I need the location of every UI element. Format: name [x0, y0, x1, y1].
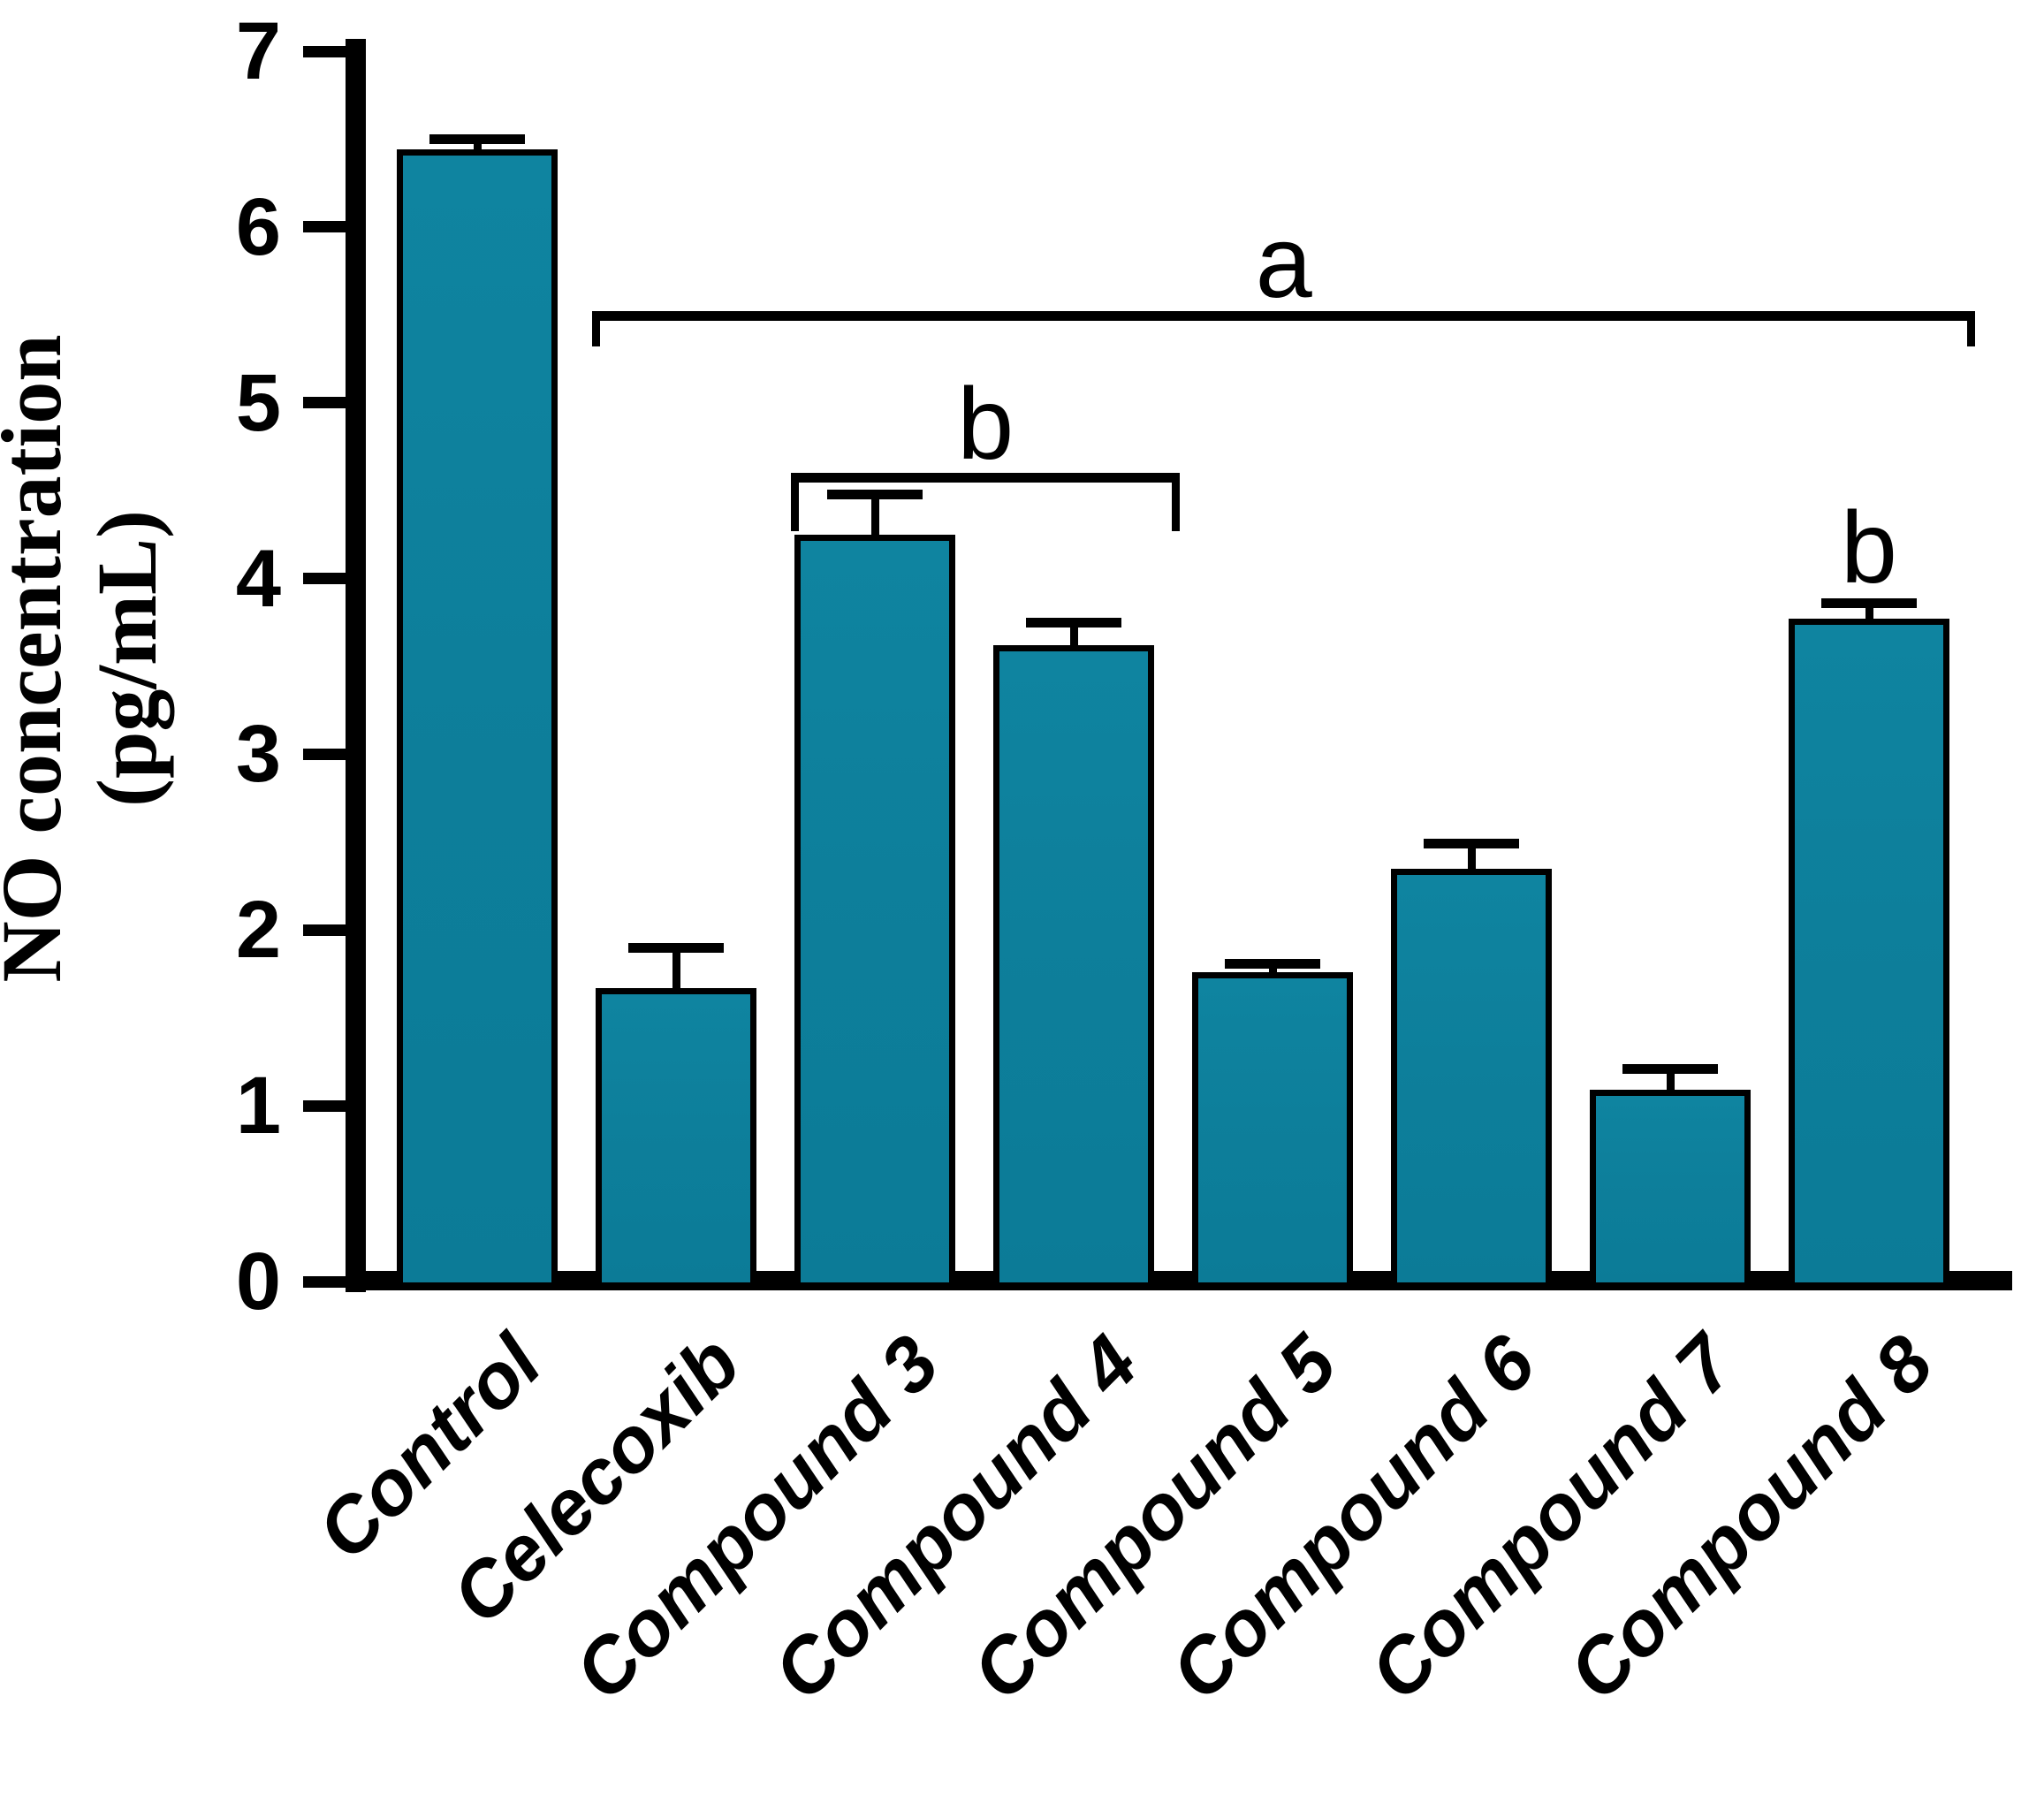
y-tick-label: 2	[235, 885, 281, 976]
bar	[397, 149, 558, 1289]
bar	[1192, 972, 1353, 1289]
bar	[596, 987, 756, 1289]
y-tick-label: 4	[235, 533, 281, 624]
y-axis-title-line1: NO concentration	[0, 334, 79, 983]
error-bar-cap	[628, 942, 724, 953]
y-tick-mark	[303, 221, 346, 233]
y-axis-line	[346, 39, 366, 1292]
error-bar-cap	[429, 133, 525, 144]
y-tick-mark	[303, 924, 346, 936]
y-tick-label: 3	[235, 709, 281, 800]
y-tick-mark	[303, 1275, 346, 1288]
significance-bracket-end	[1967, 311, 1976, 347]
y-tick-label: 5	[235, 357, 281, 448]
y-tick-mark	[303, 748, 346, 760]
error-bar-cap	[1225, 958, 1320, 969]
error-bar-stem	[1069, 622, 1078, 646]
bar	[1391, 868, 1552, 1289]
error-bar-cap	[1026, 617, 1121, 628]
error-bar-stem	[473, 139, 482, 150]
bar	[1590, 1090, 1751, 1289]
y-tick-mark	[303, 1099, 346, 1112]
error-bar-stem	[672, 947, 680, 988]
significance-letter: a	[1255, 206, 1312, 320]
bar	[993, 645, 1154, 1289]
bar	[794, 534, 955, 1289]
error-bar-stem	[870, 494, 879, 535]
error-bar-stem	[1467, 843, 1476, 869]
error-bar-stem	[1865, 603, 1873, 620]
y-tick-label: 0	[235, 1236, 281, 1327]
error-bar-cap	[1622, 1063, 1718, 1074]
significance-bracket-end	[592, 311, 601, 347]
bar	[1789, 619, 1949, 1289]
significance-bracket-end	[791, 473, 800, 531]
significance-bracket-line	[592, 311, 1976, 322]
y-tick-label: 7	[235, 6, 281, 96]
significance-bracket-end	[1172, 473, 1181, 531]
error-bar-cap	[1424, 839, 1519, 849]
y-tick-label: 1	[235, 1061, 281, 1152]
y-tick-mark	[303, 397, 346, 409]
significance-letter: b	[1841, 491, 1897, 605]
y-tick-mark	[303, 573, 346, 585]
y-tick-label: 6	[235, 181, 281, 272]
y-tick-mark	[303, 45, 346, 57]
significance-letter: b	[957, 368, 1014, 482]
error-bar-stem	[1666, 1069, 1675, 1091]
significance-bracket-line	[791, 473, 1181, 483]
error-bar-cap	[827, 489, 923, 499]
error-bar-cap	[1821, 597, 1917, 608]
